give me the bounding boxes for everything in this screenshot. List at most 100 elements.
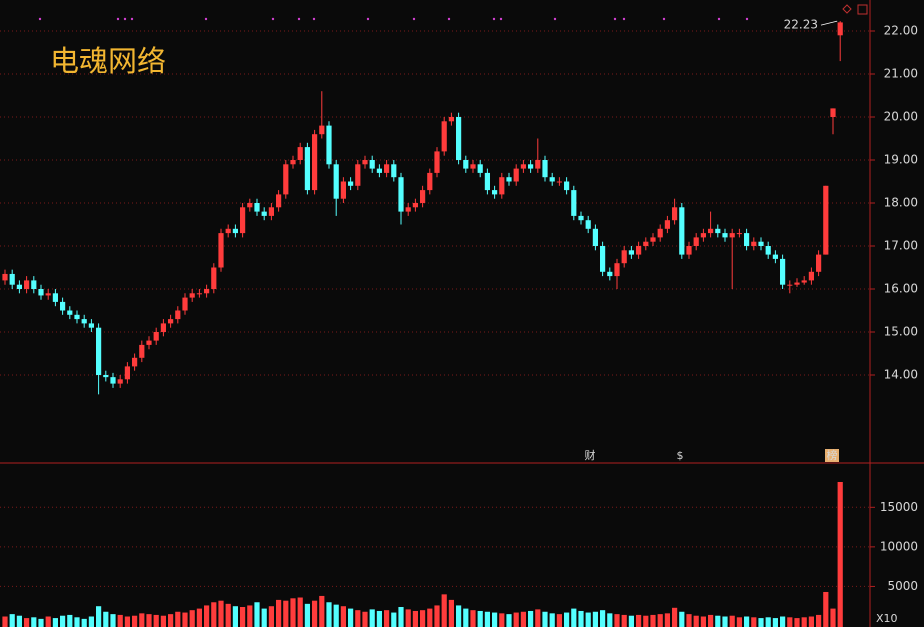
volume-bar: [477, 610, 483, 627]
volume-bar: [247, 605, 253, 627]
candle-body: [492, 190, 498, 195]
volume-bar: [484, 611, 490, 627]
volume-bar: [398, 607, 404, 627]
candle-body: [513, 168, 519, 182]
volume-bar: [736, 617, 742, 627]
candle-body: [348, 181, 354, 186]
annotation: $: [677, 449, 684, 462]
candle-body: [628, 250, 634, 255]
candle-body: [232, 228, 238, 234]
candle-body: [60, 301, 66, 311]
candle-body: [283, 164, 289, 195]
chart-title: 电魂网络: [50, 44, 166, 78]
volume-bar: [592, 611, 598, 627]
candle-body: [758, 241, 764, 246]
candle-body: [441, 121, 447, 152]
volume-bar: [376, 610, 382, 627]
volume-bar: [312, 600, 318, 627]
candle-body: [132, 357, 138, 367]
volume-bar: [801, 617, 807, 627]
candle-body: [765, 246, 771, 255]
candle-body: [326, 125, 332, 165]
candle-body: [664, 220, 670, 229]
volume-bar: [556, 614, 562, 627]
candle-body: [823, 185, 829, 255]
volume-bar: [2, 616, 8, 627]
candle-body: [290, 160, 296, 165]
volume-bar: [722, 616, 728, 627]
candle-body: [96, 327, 102, 375]
diamond-icon[interactable]: [842, 4, 852, 14]
candle-body: [744, 233, 750, 246]
candle-body: [211, 267, 217, 289]
volume-bar: [600, 610, 606, 627]
candle-body: [175, 310, 181, 320]
volume-bar: [45, 616, 51, 627]
candle-body: [484, 172, 490, 191]
volume-bar: [319, 595, 325, 627]
volume-bar: [636, 614, 642, 627]
event-dots: [38, 17, 749, 21]
volume-bar: [52, 618, 58, 627]
y-tick-label: 17.00: [884, 239, 918, 253]
candle-body: [722, 233, 728, 238]
y-tick-label: 21.00: [884, 67, 918, 81]
candle-body: [564, 181, 570, 191]
candle-body: [794, 282, 800, 285]
candle-body: [600, 246, 606, 272]
volume-bar: [751, 617, 757, 627]
candle-body: [585, 220, 591, 229]
volume-bar: [513, 612, 519, 627]
candle-body: [297, 147, 303, 160]
candle-body: [556, 181, 562, 183]
volume-bar: [297, 597, 303, 627]
candle-body: [31, 280, 37, 289]
candle-body: [470, 164, 476, 169]
candle-body: [830, 108, 836, 117]
candle-body: [81, 319, 87, 324]
volume-bar: [492, 612, 498, 627]
volume-bar: [672, 607, 678, 627]
candle-body: [16, 284, 22, 289]
candle-body: [24, 280, 30, 289]
volume-bar: [542, 611, 548, 627]
candle-body: [369, 160, 375, 169]
candle-body: [686, 246, 692, 255]
volume-bar: [160, 615, 166, 627]
volume-bar: [405, 609, 411, 627]
candle-body: [196, 293, 202, 295]
volume-bar: [232, 606, 238, 627]
volume-bar: [153, 614, 159, 627]
candle-body: [218, 233, 224, 268]
volume-bar: [348, 608, 354, 627]
volume-tick-label: 5000: [887, 579, 918, 593]
volume-bar: [67, 614, 73, 627]
candle-body: [643, 241, 649, 246]
volume-bar: [283, 600, 289, 627]
volume-bar: [362, 611, 368, 627]
candle-body: [420, 190, 426, 203]
candle-body: [607, 271, 613, 277]
volume-bar: [614, 614, 620, 627]
candle-body: [542, 160, 548, 178]
volume-bar: [506, 614, 512, 627]
volume-bar: [528, 610, 534, 627]
window-icon[interactable]: [857, 4, 868, 15]
volume-bar: [772, 618, 778, 627]
candle-body: [319, 125, 325, 135]
candle-body: [74, 314, 80, 320]
volume-bar: [520, 611, 526, 627]
volume-bar: [628, 615, 634, 627]
candle-body: [506, 177, 512, 182]
volume-bar: [729, 615, 735, 627]
volume-bar: [254, 602, 260, 627]
volume-bar: [679, 611, 685, 627]
annotation: 财: [585, 448, 596, 462]
volume-bar: [664, 613, 670, 627]
annotation-badge: [825, 449, 839, 462]
volume-bar: [571, 608, 577, 627]
candle-body: [571, 190, 577, 216]
volume-bar: [60, 615, 66, 627]
candle-body: [700, 233, 706, 238]
candle-body: [780, 258, 786, 285]
